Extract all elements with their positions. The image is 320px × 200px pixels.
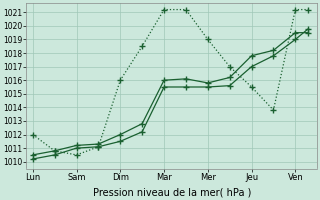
X-axis label: Pression niveau de la mer( hPa ): Pression niveau de la mer( hPa ) (92, 187, 251, 197)
